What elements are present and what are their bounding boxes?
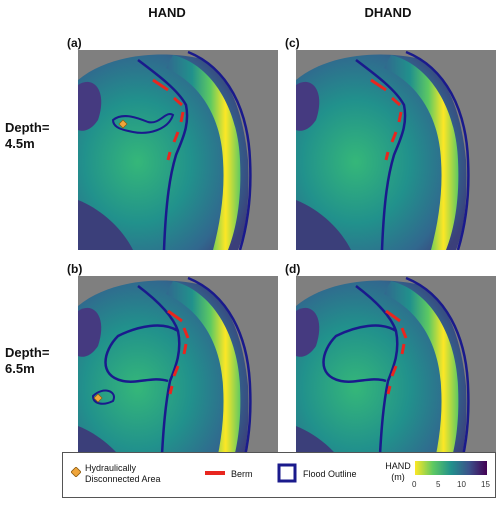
ridge-band bbox=[166, 281, 241, 476]
legend-disconnected-line2: Disconnected Area bbox=[85, 474, 161, 484]
legend: Hydraulically Disconnected Area Berm Flo… bbox=[62, 452, 496, 498]
row-title-depth-6-5: Depth= 6.5m bbox=[5, 345, 49, 377]
row-title-line1: Depth= bbox=[5, 120, 50, 135]
panel-label-d: (d) bbox=[285, 262, 301, 276]
map-panel-a bbox=[78, 50, 278, 251]
disconnected-area-marker-icon bbox=[71, 467, 81, 477]
map-panel-d bbox=[296, 276, 496, 477]
legend-disconnected-label: Hydraulically Disconnected Area bbox=[85, 463, 161, 485]
colorbar-tick-5: 5 bbox=[436, 480, 441, 489]
legend-flood-outline-label: Flood Outline bbox=[303, 469, 357, 479]
ridge-band bbox=[384, 55, 459, 250]
flood-outline bbox=[355, 59, 407, 251]
colorbar-title-line2: (m) bbox=[391, 472, 405, 482]
berm-line bbox=[370, 78, 403, 161]
colorbar-tick-0: 0 bbox=[412, 480, 417, 489]
flood-outline-island bbox=[111, 113, 175, 134]
outer-boundary bbox=[405, 50, 470, 251]
column-title-dhand: DHAND bbox=[364, 5, 412, 20]
terrain-deep-area bbox=[78, 81, 102, 131]
disconnected-area-marker bbox=[118, 119, 128, 129]
ridge-band bbox=[166, 55, 241, 250]
flood-outline bbox=[104, 285, 181, 477]
terrain-basin bbox=[296, 280, 467, 476]
terrain-low-area bbox=[296, 200, 351, 250]
flood-outline-pocket bbox=[91, 389, 115, 405]
row-title-line2: 6.5m bbox=[5, 361, 35, 376]
berm-line-icon bbox=[205, 471, 225, 475]
panel-label-a: (a) bbox=[67, 36, 82, 50]
ridge-band bbox=[384, 281, 459, 476]
row-title-line1: Depth= bbox=[5, 345, 50, 360]
disconnected-area-marker bbox=[93, 393, 103, 403]
berm-line bbox=[152, 78, 185, 161]
berm-line bbox=[385, 309, 408, 395]
terrain-basin bbox=[78, 280, 249, 476]
colorbar-title-line1: HAND bbox=[385, 461, 411, 471]
terrain-deep-area bbox=[296, 81, 320, 131]
terrain-deep-area bbox=[296, 307, 320, 357]
terrain-low-area bbox=[78, 200, 133, 250]
colorbar-tick-10: 10 bbox=[457, 480, 466, 489]
terrain-deep-area bbox=[78, 307, 102, 357]
map-panel-b bbox=[78, 276, 278, 477]
flood-outline bbox=[137, 59, 189, 251]
panel-label-c: (c) bbox=[285, 36, 300, 50]
legend-disconnected-line1: Hydraulically bbox=[85, 463, 137, 473]
terrain-basin bbox=[296, 54, 467, 250]
legend-berm-label: Berm bbox=[231, 469, 253, 479]
column-title-hand: HAND bbox=[148, 5, 186, 20]
colorbar-title: HAND (m) bbox=[383, 461, 413, 483]
panel-label-b: (b) bbox=[67, 262, 83, 276]
terrain-basin bbox=[78, 54, 249, 250]
outer-boundary bbox=[187, 50, 252, 251]
berm-line bbox=[167, 309, 190, 395]
row-title-line2: 4.5m bbox=[5, 136, 35, 151]
colorbar-tick-15: 15 bbox=[481, 480, 490, 489]
flood-outline-icon bbox=[277, 463, 297, 483]
hand-colorbar bbox=[415, 461, 487, 475]
flood-outline bbox=[322, 285, 399, 477]
map-panel-c bbox=[296, 50, 496, 251]
row-title-depth-4-5: Depth= 4.5m bbox=[5, 120, 49, 152]
